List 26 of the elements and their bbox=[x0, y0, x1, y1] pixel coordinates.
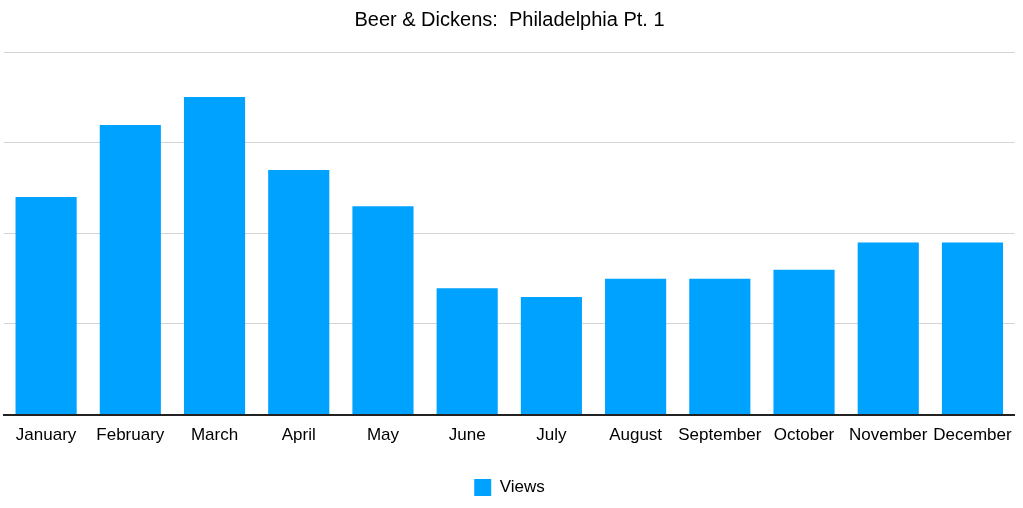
legend-label: Views bbox=[499, 477, 545, 497]
bar bbox=[99, 125, 161, 415]
x-tick-label: October bbox=[773, 425, 835, 445]
bar bbox=[15, 197, 77, 415]
bar bbox=[941, 242, 1004, 415]
x-tick-label: March bbox=[190, 425, 239, 445]
x-tick-label: May bbox=[366, 425, 400, 445]
bar bbox=[605, 278, 667, 415]
bar bbox=[352, 206, 414, 415]
x-tick-label: January bbox=[15, 425, 77, 445]
bar bbox=[268, 170, 330, 415]
x-tick-label: August bbox=[609, 425, 663, 445]
bar bbox=[520, 297, 582, 415]
x-tick-label: September bbox=[678, 425, 762, 445]
chart-title: Beer & Dickens: Philadelphia Pt. 1 bbox=[354, 7, 665, 30]
x-tick-label: November bbox=[849, 425, 928, 445]
x-tick-label: June bbox=[448, 425, 486, 445]
bar bbox=[436, 288, 498, 415]
bar bbox=[689, 278, 751, 415]
x-tick-label: April bbox=[281, 425, 316, 445]
x-tick-label: February bbox=[96, 425, 165, 445]
x-tick-label: July bbox=[536, 425, 567, 445]
bar bbox=[857, 242, 919, 415]
bar bbox=[183, 97, 246, 415]
x-tick-label: December bbox=[933, 425, 1012, 445]
bar bbox=[773, 269, 835, 415]
